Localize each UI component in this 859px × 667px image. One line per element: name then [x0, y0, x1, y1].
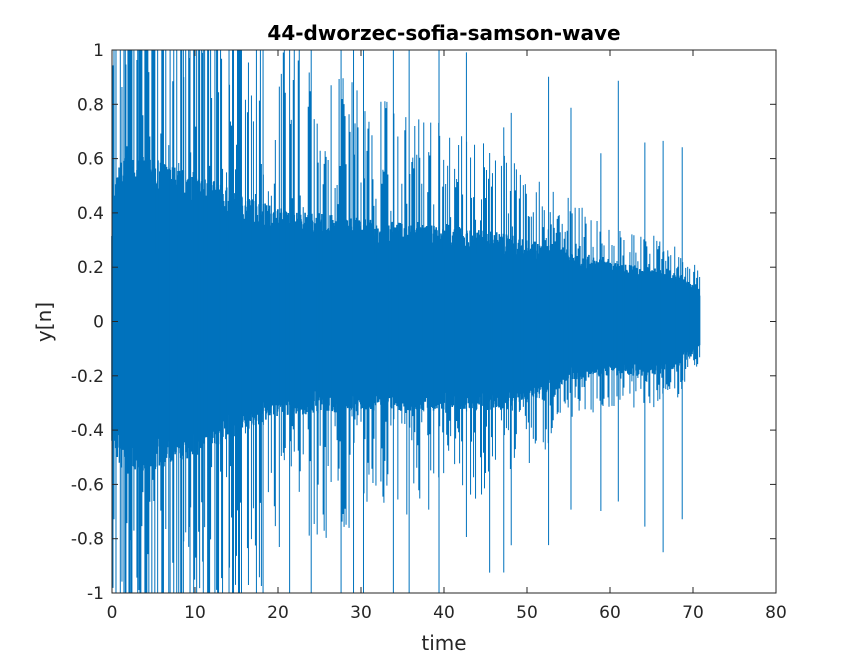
y-tick-label: -0.8 [71, 530, 104, 550]
y-axis-label: y[n] [32, 302, 56, 342]
x-tick-label: 70 [682, 603, 704, 623]
x-tick-label: 40 [433, 603, 455, 623]
x-tick-label: 80 [765, 603, 787, 623]
x-tick-label: 0 [107, 603, 118, 623]
x-tick-label: 10 [184, 603, 206, 623]
y-axis-ticks: -1 -0.8 -0.6 -0.4 -0.2 0 0.2 0.4 0.6 0.8 1 [71, 41, 776, 604]
x-axis-label: time [421, 631, 466, 655]
y-tick-label: -1 [87, 584, 104, 604]
y-tick-label: 0.2 [77, 258, 104, 278]
y-tick-label: 0.8 [77, 95, 104, 115]
x-axis-ticks: 0 10 20 30 40 50 60 70 80 [107, 50, 787, 623]
y-tick-label: -0.2 [71, 367, 104, 387]
x-tick-label: 50 [516, 603, 538, 623]
y-tick-label: 1 [93, 41, 104, 61]
y-tick-label: -0.4 [71, 421, 104, 441]
x-tick-label: 20 [267, 603, 289, 623]
y-tick-label: -0.6 [71, 475, 104, 495]
x-tick-label: 30 [350, 603, 372, 623]
y-tick-label: 0 [93, 313, 104, 333]
y-tick-label: 0.4 [77, 204, 104, 224]
y-tick-label: 0.6 [77, 150, 104, 170]
x-tick-label: 60 [599, 603, 621, 623]
chart-title: 44-dworzec-sofia-samson-wave [267, 21, 620, 45]
